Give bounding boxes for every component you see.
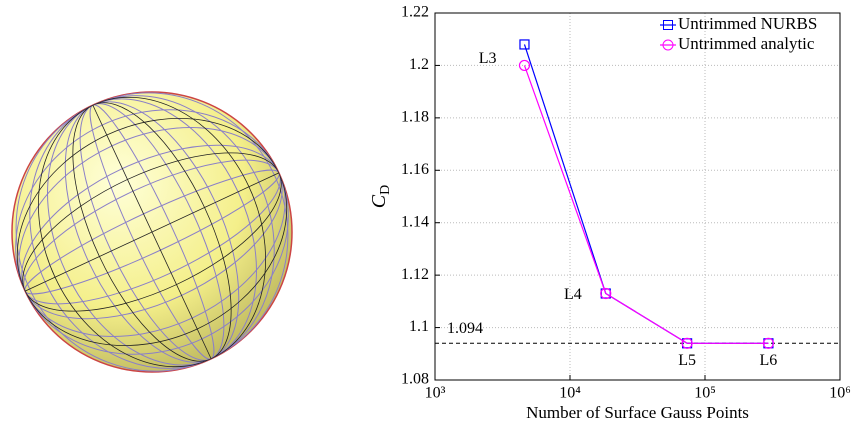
series-line <box>523 44 769 344</box>
plot: 1.08 1.1 1.12 1.14 1.16 1.18 1.2 1.22 10³ 10⁴ 10⁵ 1… <box>368 4 851 422</box>
x-axis-label: Number of Surface Gauss Points <box>526 403 749 422</box>
legend-marker <box>663 20 673 30</box>
marker <box>518 59 531 72</box>
y-tick-label: 1.08 <box>401 371 429 388</box>
y-tick-label: 1.2 <box>409 56 429 73</box>
point-label: L6 <box>760 352 778 369</box>
y-label-subscript: D <box>378 185 393 195</box>
x-tick-label: 10⁶ <box>829 385 851 402</box>
y-axis-label: CD <box>368 185 394 208</box>
y-tick-label: 1.18 <box>401 109 429 126</box>
x-tick-label: 10⁴ <box>559 385 581 402</box>
y-label-main: C <box>368 194 390 208</box>
series-line <box>523 65 769 344</box>
legend-label: Untrimmed NURBS <box>678 14 817 33</box>
y-tick-label: 1.14 <box>401 213 429 230</box>
y-tick-label: 1.16 <box>401 161 429 178</box>
y-tick-label: 1.22 <box>401 4 429 21</box>
x-tick-label: 10³ <box>425 385 446 402</box>
y-tick-label: 1.12 <box>401 266 429 283</box>
sphere-image <box>11 91 293 373</box>
point-label: L5 <box>678 352 696 369</box>
marker <box>519 39 530 50</box>
reference-label: 1.094 <box>447 320 483 337</box>
marker <box>681 337 693 349</box>
marker <box>762 337 775 349</box>
point-label: L4 <box>564 286 582 303</box>
point-label: L3 <box>479 50 497 67</box>
plot-frame <box>434 12 841 381</box>
x-tick-label: 10⁵ <box>694 385 716 402</box>
legend-marker <box>662 39 674 51</box>
marker <box>600 287 612 300</box>
y-tick-label: 1.1 <box>409 318 429 335</box>
legend-label: Untrimmed analytic <box>678 34 815 53</box>
